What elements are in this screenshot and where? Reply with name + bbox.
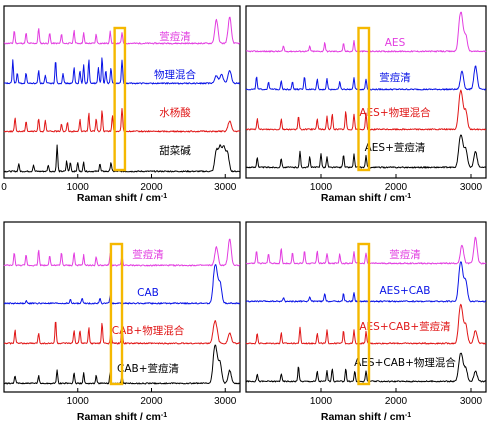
spectrum-line	[245, 303, 487, 345]
x-tick-label: 1000	[310, 182, 333, 193]
highlight-box	[109, 242, 124, 386]
series-label: AES+萱痘清	[365, 141, 426, 154]
series-label: 水杨酸	[159, 106, 191, 119]
x-tick-label: 3000	[214, 396, 237, 407]
x-tick-label: 2000	[385, 396, 408, 407]
highlight-box	[357, 242, 371, 386]
spectrum-line	[245, 236, 487, 265]
series-label: 萱痘清	[389, 248, 421, 261]
x-tick-label: 0	[1, 182, 7, 193]
chart-panel-3: 1000 2000 3000 Raman shift / cm-1 萱痘清 CAB CAB+…	[3, 221, 241, 423]
chart-panel-4: 1000 2000 3000 Raman shift / cm-1 萱痘清 AES+CAB…	[245, 221, 487, 423]
x-tick-label: 3000	[460, 396, 483, 407]
series-label: 物理混合	[154, 68, 196, 81]
plot-frame	[3, 5, 241, 179]
chart-panel-2: 1000 2000 3000 Raman shift / cm-1 AES 萱痘清 AES+…	[245, 5, 487, 204]
x-tick-label: 1000	[67, 182, 90, 193]
spectrum-line	[4, 144, 241, 173]
spectrum-line	[246, 352, 487, 383]
x-tick-label: 2000	[140, 182, 163, 193]
spectrum-line	[245, 11, 487, 53]
series-label: 萱痘清	[132, 248, 164, 261]
series-label: AES+CAB+萱痘清	[359, 320, 450, 333]
x-tick-label: 1000	[67, 396, 90, 407]
x-axis-label: Raman shift / cm-1	[321, 411, 411, 423]
series-label: 萱痘清	[159, 30, 191, 43]
series-label: CAB+萱痘清	[117, 362, 179, 375]
series-label: AES+CAB	[380, 285, 431, 297]
highlight-box	[113, 26, 127, 172]
spectrum-line	[3, 16, 241, 45]
series-label: AES+CAB+物理混合	[354, 356, 456, 369]
spectrum-line	[3, 108, 241, 133]
spectrum-line	[245, 89, 486, 131]
spectrum-line	[245, 261, 487, 303]
x-axis-label: Raman shift / cm-1	[77, 192, 167, 204]
x-axis-label: Raman shift / cm-1	[77, 411, 167, 423]
spectrum-line	[3, 57, 241, 85]
series-label: AES+物理混合	[359, 106, 431, 119]
series-label: 甜菜碱	[159, 144, 191, 157]
plot-frame	[245, 221, 487, 393]
series-label: CAB	[137, 287, 159, 299]
x-tick-label: 3000	[214, 182, 237, 193]
plot-frame	[245, 5, 487, 179]
x-tick-label: 2000	[385, 182, 408, 193]
highlight-box	[357, 26, 371, 172]
spectrum-line	[245, 134, 487, 169]
x-axis-label: Raman shift / cm-1	[321, 192, 411, 204]
series-label: 萱痘清	[379, 71, 411, 84]
plot-frame	[3, 221, 241, 393]
series-label: AES	[385, 37, 406, 49]
x-tick-label: 1000	[310, 396, 333, 407]
series-label: CAB+物理混合	[112, 324, 185, 337]
chart-panel-1: 0 1000 2000 3000 Raman shift / cm-1 萱痘清物理混合水杨…	[1, 5, 241, 204]
spectrum-line	[245, 65, 487, 91]
x-tick-label: 2000	[140, 396, 163, 407]
x-tick-label: 3000	[460, 182, 483, 193]
